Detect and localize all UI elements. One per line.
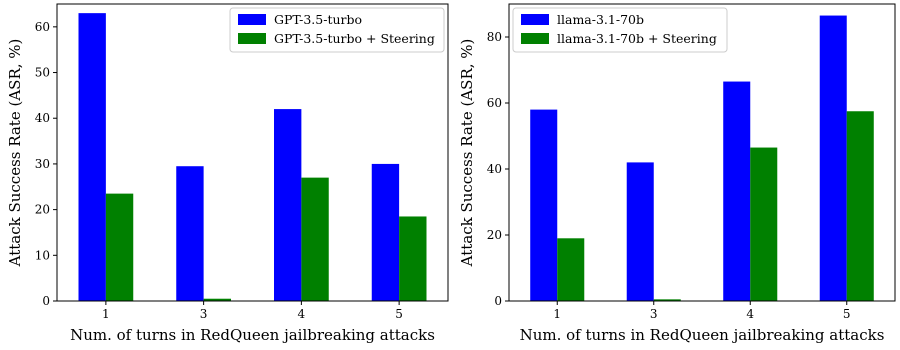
y-tick-label: 20 [487, 228, 502, 242]
x-tick-label: 4 [298, 307, 306, 321]
bar-2-s1-3 [626, 162, 654, 301]
bar-2-s1-5 [819, 15, 847, 302]
y-tick-label: 0 [42, 294, 50, 308]
x-axis-label: Num. of turns in RedQueen jailbreaking a… [70, 326, 435, 344]
legend-swatch [521, 33, 549, 44]
bar-2-s2-3 [653, 299, 681, 301]
bar-2-s2-1 [557, 238, 585, 301]
chart-2: 1 3 4 5 0 20 40 60 80 Num. of turns in RedQueen j… [458, 3, 896, 344]
bar-1-s1-5 [371, 163, 400, 301]
y-tick-label: 30 [35, 157, 50, 171]
y-tick-label: 60 [35, 20, 50, 34]
legend: llama-3.1-70b llama-3.1-70b + Steering [512, 7, 728, 53]
legend-label: llama-3.1-70b + Steering [557, 31, 717, 46]
bar-2-s1-4 [723, 81, 751, 301]
x-tick-label: 5 [395, 307, 403, 321]
legend-swatch [238, 14, 266, 25]
bar-2-s1-1 [530, 109, 558, 301]
legend-label: GPT-3.5-turbo + Steering [274, 31, 435, 46]
y-tick-label: 50 [35, 66, 50, 80]
bar-2-s2-5 [846, 111, 874, 301]
y-tick-label: 40 [35, 111, 50, 125]
y-tick-label: 10 [35, 248, 50, 262]
y-tick-label: 60 [487, 96, 502, 110]
y-tick-label: 40 [487, 162, 502, 176]
bar-1-s1-1 [78, 13, 106, 301]
x-tick-label: 1 [102, 307, 110, 321]
legend-swatch [521, 14, 549, 25]
y-tick-label: 20 [35, 203, 50, 217]
bar-1-s2-1 [105, 193, 134, 301]
legend-box [512, 7, 728, 53]
x-tick-label: 3 [650, 307, 658, 321]
bar-2-s2-4 [750, 147, 778, 301]
bar-1-s2-4 [301, 177, 329, 301]
bar-1-s2-3 [203, 298, 231, 301]
bar-1-s1-4 [274, 109, 302, 301]
bar-1-s2-5 [399, 216, 427, 301]
y-axis-label: Attack Success Rate (ASR, %) [6, 39, 24, 268]
plot-frame [56, 3, 449, 302]
x-tick-label: 4 [746, 307, 754, 321]
legend: GPT-3.5-turbo GPT-3.5-turbo + Steering [229, 7, 445, 53]
x-axis-label: Num. of turns in RedQueen jailbreaking a… [520, 326, 885, 344]
legend-label: GPT-3.5-turbo [274, 12, 362, 27]
legend-box [229, 7, 445, 53]
y-tick-label: 0 [494, 294, 502, 308]
y-axis-label: Attack Success Rate (ASR, %) [458, 39, 476, 268]
x-tick-label: 5 [843, 307, 851, 321]
bar-1-s1-3 [176, 166, 204, 301]
plot-frame [508, 3, 896, 302]
legend-label: llama-3.1-70b [557, 12, 644, 27]
x-tick-label: 1 [553, 307, 561, 321]
legend-swatch [238, 33, 266, 44]
x-tick-label: 3 [200, 307, 208, 321]
y-tick-label: 80 [487, 30, 502, 44]
